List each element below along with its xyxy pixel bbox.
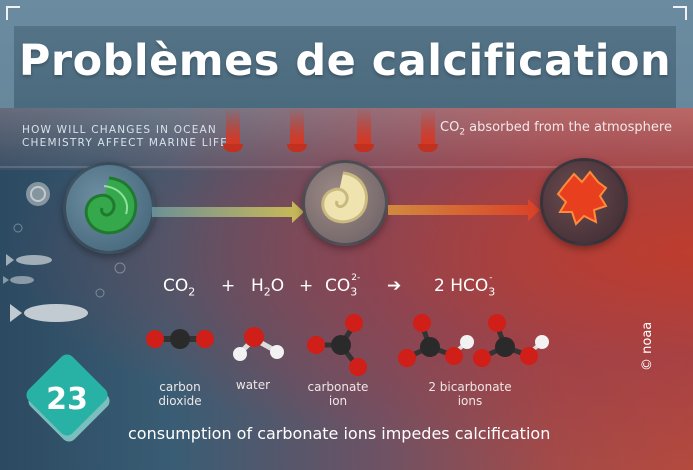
water-molecule-icon bbox=[233, 327, 284, 361]
co2-arrow-icon bbox=[418, 108, 438, 152]
slide-number: 23 bbox=[46, 382, 88, 417]
process-arrow-icon bbox=[388, 199, 540, 221]
coccolith-icon bbox=[26, 182, 50, 206]
carbonate-molecule-icon bbox=[307, 314, 367, 376]
co2-absorbed-label: CO2 absorbed from the atmosphere bbox=[440, 120, 672, 138]
molecule-label: 2 bicarbonate ions bbox=[428, 380, 512, 408]
ocean-illustration: HOW WILL CHANGES IN OCEAN CHEMISTRY AFFE… bbox=[0, 108, 693, 470]
fish-icon bbox=[10, 304, 88, 322]
question-line: CHEMISTRY AFFECT MARINE LIFE? bbox=[22, 137, 235, 149]
corner-mark bbox=[673, 6, 687, 20]
plus-sign: + bbox=[221, 276, 236, 296]
credit-label: © noaa bbox=[640, 321, 655, 371]
coccolith-icon bbox=[30, 186, 46, 202]
molecule-label: water bbox=[235, 378, 271, 392]
caption: consumption of carbonate ions impedes ca… bbox=[128, 424, 551, 443]
process-arrow-icon bbox=[152, 201, 304, 223]
co2-arrow-icon bbox=[287, 108, 307, 152]
question-line: HOW WILL CHANGES IN OCEAN bbox=[22, 124, 217, 136]
green-shell-icon bbox=[84, 176, 138, 235]
marine-life-decoration bbox=[3, 182, 126, 322]
co3-formula: CO32- bbox=[325, 273, 361, 299]
bicarbonate-molecule-icon bbox=[473, 314, 549, 367]
slide-number-badge: 23 bbox=[23, 351, 113, 445]
co2-arrow-icon bbox=[354, 108, 374, 152]
title-band: Problèmes de calcification bbox=[14, 26, 676, 108]
co2-arrow-icon bbox=[223, 108, 243, 152]
dissolved-shell-circle bbox=[540, 158, 628, 246]
molecule-models bbox=[146, 314, 549, 376]
co2-formula: CO2 bbox=[163, 276, 196, 299]
fish-icon bbox=[6, 254, 52, 266]
molecule-label: carbonate ion bbox=[307, 380, 369, 408]
page-title: Problèmes de calcification bbox=[18, 36, 672, 86]
plus-sign: + bbox=[299, 276, 314, 296]
bicarbonate-molecule-icon bbox=[398, 314, 474, 367]
h2o-formula: H2O bbox=[251, 276, 285, 299]
question-text: HOW WILL CHANGES IN OCEAN CHEMISTRY AFFE… bbox=[22, 124, 235, 150]
dissolving-shell-icon bbox=[556, 170, 608, 226]
cream-shell-icon bbox=[321, 171, 368, 224]
molecule-label: carbon dioxide bbox=[158, 380, 202, 408]
hco3-formula: 2 HCO3- bbox=[434, 273, 496, 299]
reaction-arrow-icon: ➔ bbox=[387, 276, 402, 296]
fish-icon bbox=[3, 276, 34, 284]
corner-mark bbox=[6, 6, 20, 20]
co2-molecule-icon bbox=[146, 329, 214, 349]
